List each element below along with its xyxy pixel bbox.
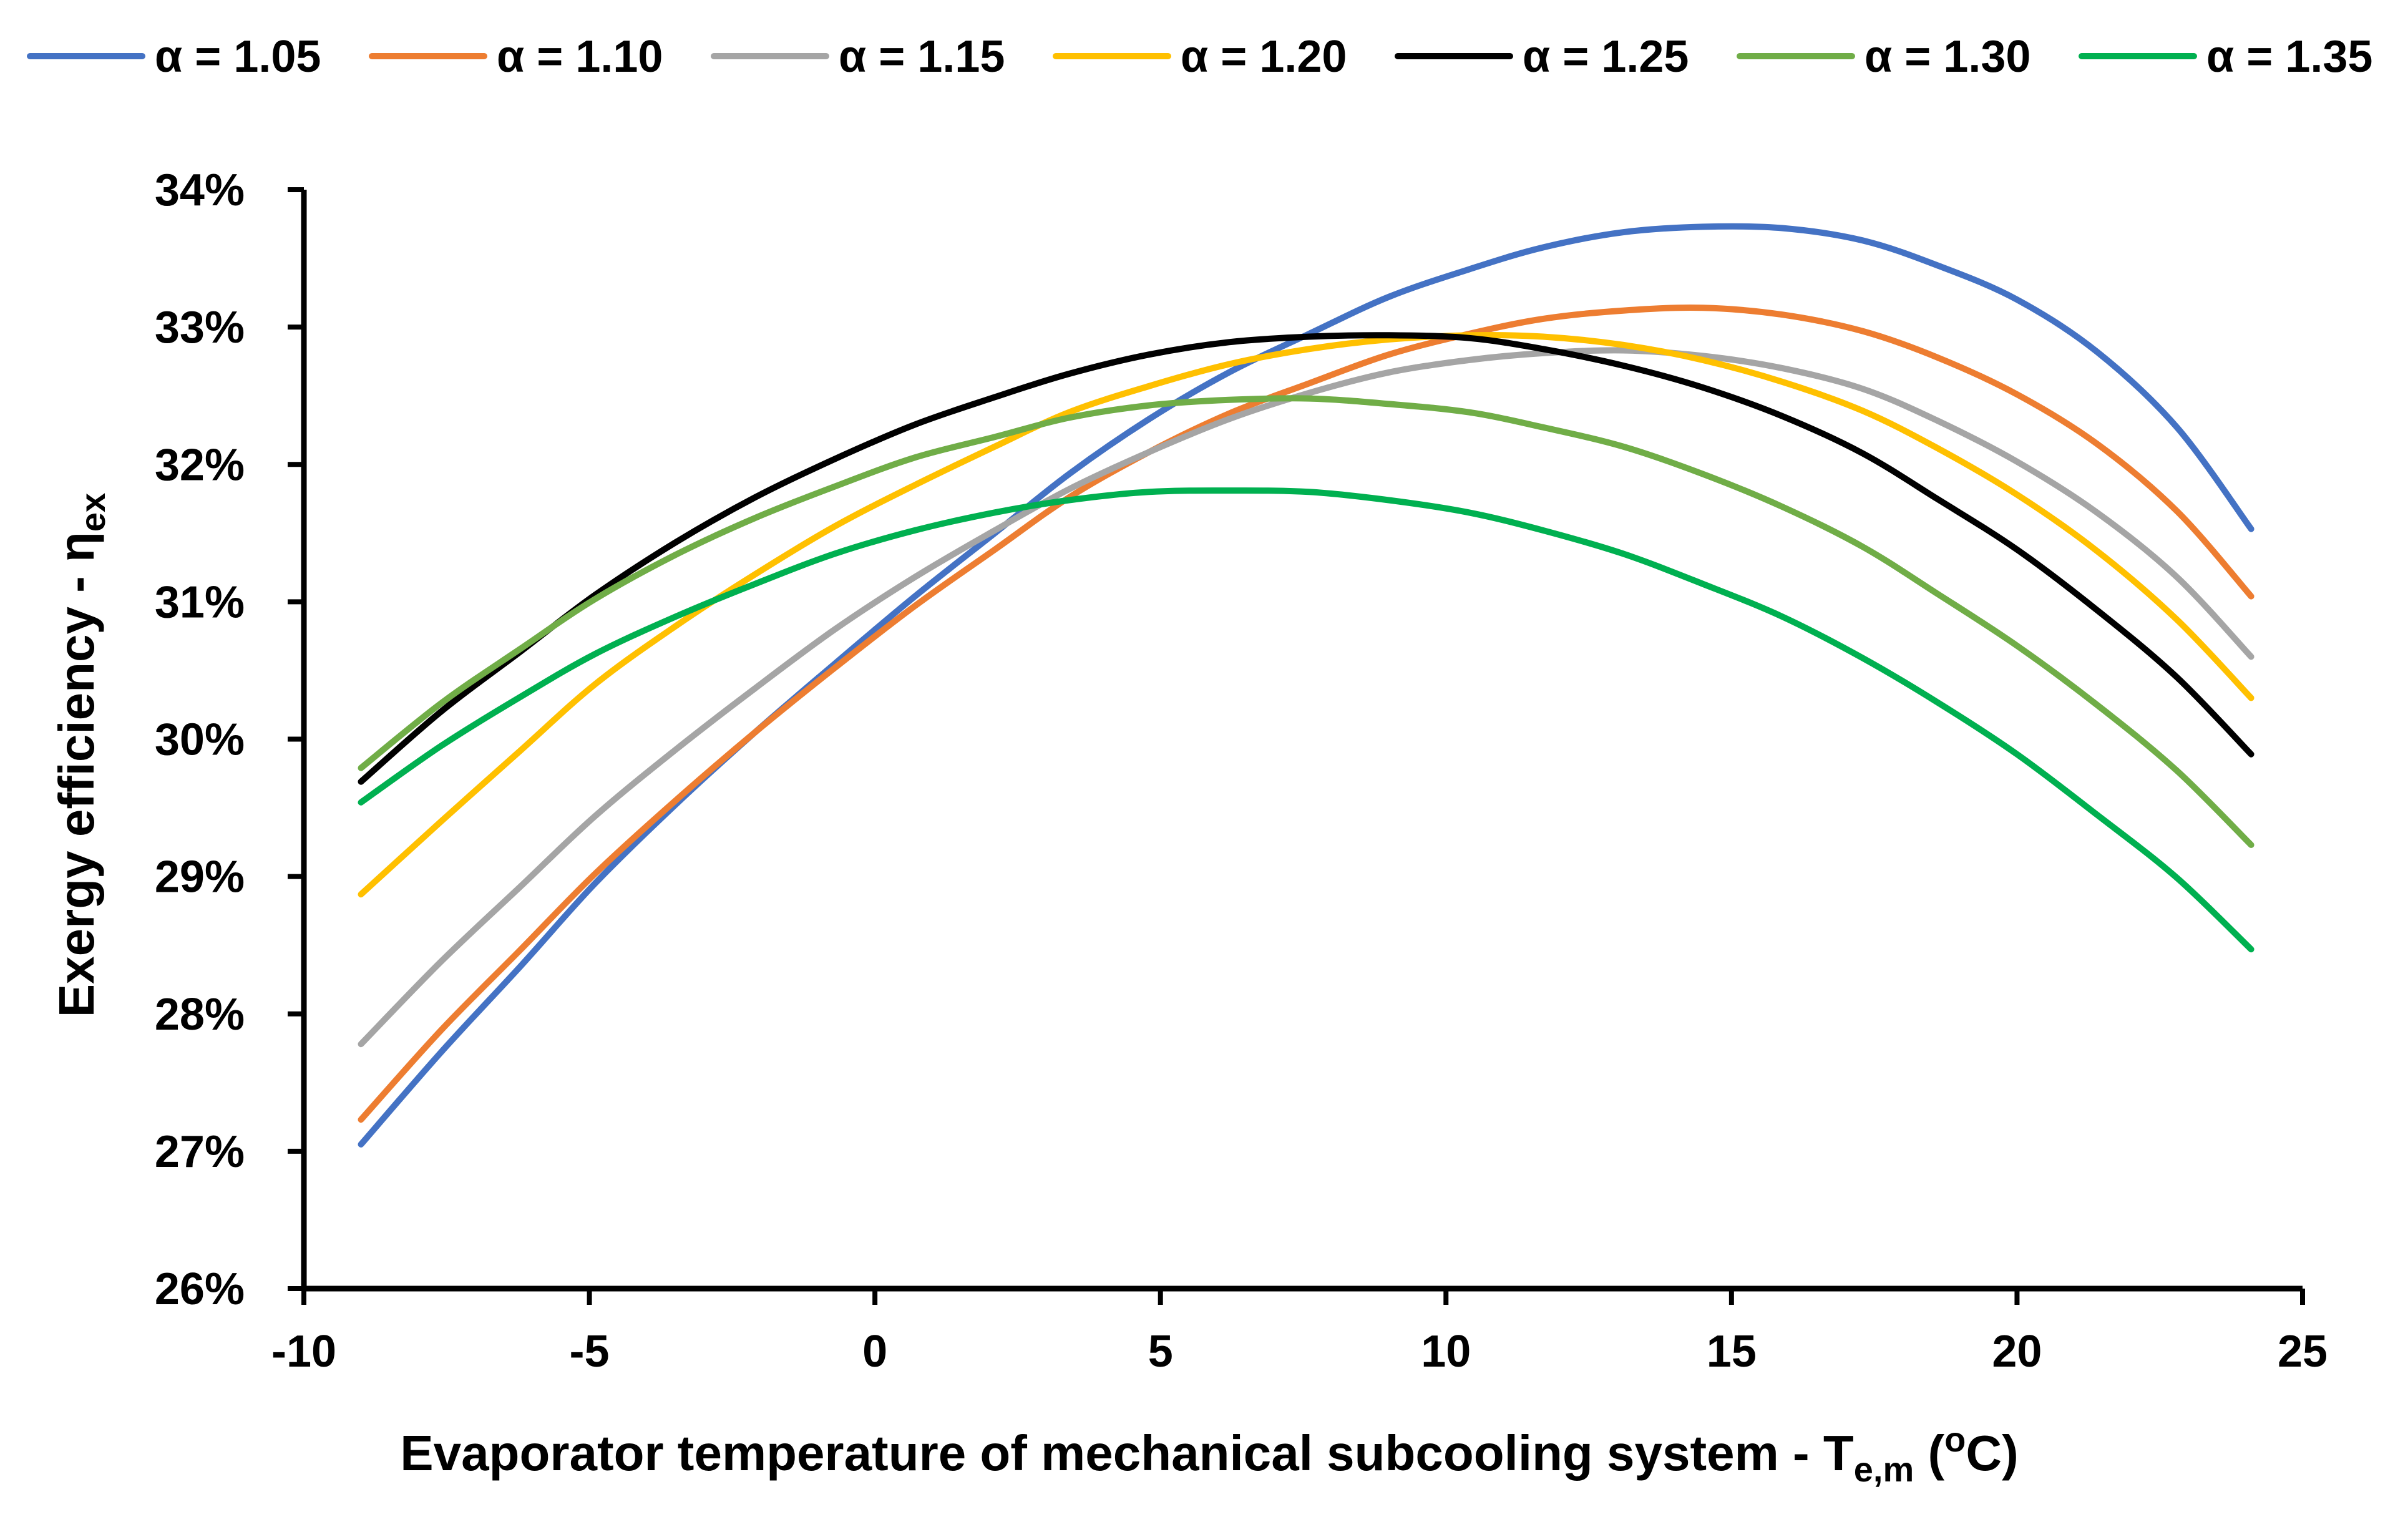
legend-item: α = 1.10 [369,32,663,82]
y-tick-label: 33% [155,303,245,353]
legend-label: α = 1.35 [2206,32,2372,82]
legend-item: α = 1.20 [1053,32,1347,82]
y-tick-label: 29% [155,852,245,902]
x-tick-label: -5 [570,1327,610,1377]
legend-label: α = 1.10 [497,32,663,82]
x-axis-title: Evaporator temperature of mechanical sub… [400,1420,2019,1489]
legend-label: α = 1.30 [1864,32,2030,82]
y-tick-label: 27% [155,1127,245,1177]
legend-item: α = 1.25 [1395,32,1689,82]
series-line-6 [358,395,2254,848]
series-line-7 [358,487,2254,953]
x-tick-label: 5 [1148,1327,1173,1377]
series-layer [358,223,2254,1148]
x-axis-ticks: -10 -5 0 5 10 15 20 25 [271,1289,2328,1377]
y-tick-label: 34% [155,165,245,215]
y-tick-label: 32% [155,440,245,490]
y-axis-title: Exergy efficiency - ηex [49,493,112,1017]
x-axis-title-paren: ( [1914,1425,1944,1481]
x-tick-label: 10 [1421,1327,1471,1377]
x-tick-label: 15 [1707,1327,1757,1377]
x-tick-label: 25 [2278,1327,2328,1377]
x-axis-title-main: Evaporator temperature of mechanical sub… [400,1425,1854,1481]
legend-item: α = 1.05 [27,32,321,82]
y-tick-label: 30% [155,715,245,765]
legend: α = 1.05 α = 1.10 α = 1.15 α = 1.20 α = 1.25… [27,32,2372,82]
y-axis-ticks: 26% 27% 28% 29% 30% 31% 32% 33% 34% [155,165,304,1314]
x-axis-title-subscript: e,m [1854,1450,1914,1489]
series-line-4 [358,331,2254,898]
x-tick-label: -10 [271,1327,336,1377]
legend-label: α = 1.20 [1181,32,1347,82]
legend-item: α = 1.35 [2079,32,2372,82]
y-tick-label: 31% [155,577,245,627]
legend-label: α = 1.05 [155,32,321,82]
y-axis-title-subscript: ex [73,493,112,532]
y-tick-label: 28% [155,990,245,1040]
y-tick-label: 26% [155,1264,245,1314]
legend-label: α = 1.15 [839,32,1005,82]
x-tick-label: 20 [1992,1327,2042,1377]
series-line-2 [358,305,2254,1123]
y-axis-title-main: Exergy efficiency - η [49,532,104,1017]
legend-item: α = 1.30 [1737,32,2030,82]
series-line-5 [358,332,2254,785]
legend-item: α = 1.15 [711,32,1005,82]
series-line-1 [358,223,2254,1148]
x-axis-title-unit: C) [1966,1425,2018,1481]
x-tick-label: 0 [862,1327,887,1377]
legend-label: α = 1.25 [1523,32,1689,82]
x-axis-title-superscript: o [1944,1420,1966,1459]
